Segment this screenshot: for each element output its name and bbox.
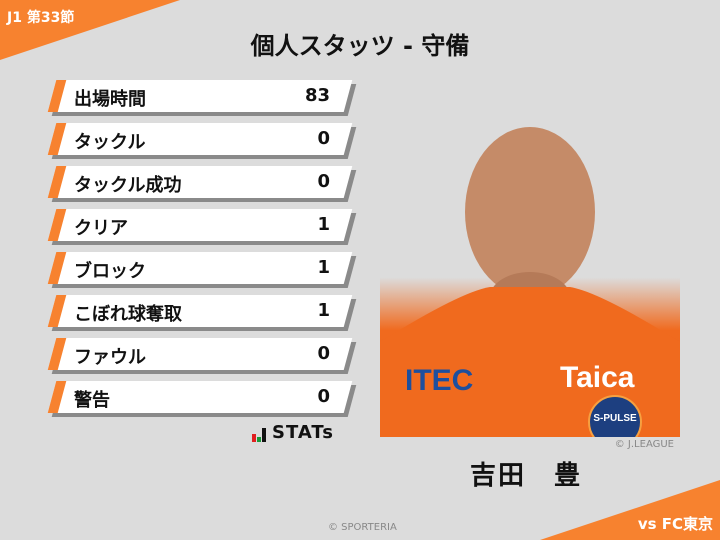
stat-label: タックル <box>74 132 146 153</box>
stat-row: ファウル 0 <box>47 338 357 374</box>
stat-value: 1 <box>317 300 330 321</box>
logo-text: STATs <box>272 422 334 443</box>
stat-label: ブロック <box>74 261 146 282</box>
stat-value: 0 <box>317 171 330 192</box>
player-photo: ITEC Taica S-PULSE <box>380 82 680 437</box>
stat-label: こぼれ球奪取 <box>74 304 182 325</box>
stat-value: 0 <box>317 128 330 149</box>
stat-value: 83 <box>304 85 330 106</box>
stat-label: ファウル <box>74 347 146 368</box>
opponent-label: vs FC東京 <box>637 515 713 533</box>
logo-bar-icon <box>252 434 256 442</box>
stat-row: ブロック 1 <box>47 252 357 288</box>
stat-label: 警告 <box>74 390 110 411</box>
stat-value: 1 <box>317 257 330 278</box>
photo-credit: © J.LEAGUE <box>614 439 674 450</box>
copyright: © SPORTERIA <box>328 522 397 533</box>
stat-value: 0 <box>317 343 330 364</box>
club-badge-text: S-PULSE <box>593 413 637 424</box>
stat-label: 出場時間 <box>74 89 146 110</box>
stat-row: 警告 0 <box>47 381 357 417</box>
stat-label: クリア <box>74 218 128 239</box>
stats-logo: STATs <box>252 424 334 442</box>
round-label: J1 第33節 <box>7 10 75 26</box>
stat-value: 1 <box>317 214 330 235</box>
player-photo-graphic: ITEC Taica S-PULSE <box>380 127 680 437</box>
stat-row: こぼれ球奪取 1 <box>47 295 357 331</box>
logo-bar-icon <box>257 437 261 442</box>
stat-label: タックル成功 <box>74 175 182 196</box>
stat-row: クリア 1 <box>47 209 357 245</box>
stat-row: タックル 0 <box>47 123 357 159</box>
jersey-sponsor: Taica <box>560 361 635 394</box>
page-title: 個人スタッツ - 守備 <box>250 32 470 60</box>
player-name: 吉田 豊 <box>470 461 583 491</box>
logo-bar-icon <box>262 428 266 442</box>
stat-row: タックル成功 0 <box>47 166 357 202</box>
jersey-sponsor: ITEC <box>405 364 473 397</box>
stat-value: 0 <box>317 386 330 407</box>
stat-row: 出場時間 83 <box>47 80 357 116</box>
club-badge-icon <box>588 395 642 437</box>
player-head <box>465 127 595 297</box>
